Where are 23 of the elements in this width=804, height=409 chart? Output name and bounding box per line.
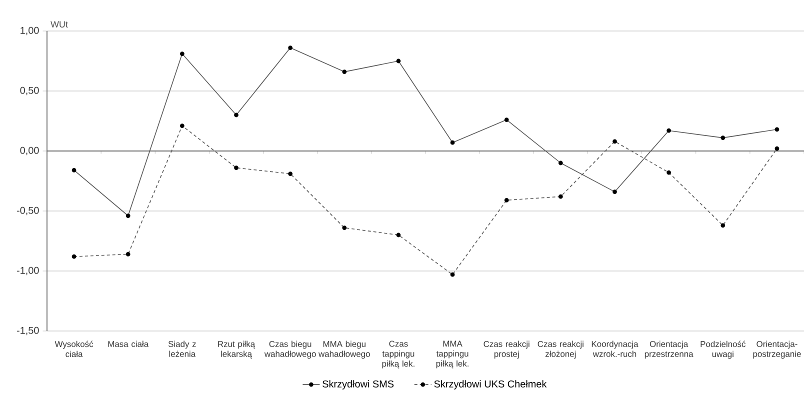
legend-label: Skrzydłowi UKS Chełmek [434,380,547,390]
x-tick-label: Masa ciała [108,340,149,347]
y-tick-label: 0,00 [20,146,39,156]
y-tick-label: 1,00 [20,26,39,36]
x-tick-label: Orientacja przestrzenna [644,340,694,359]
x-tick-label: Czas biegu wahadłowego [264,340,316,359]
y-tick-label: 0,50 [20,86,39,96]
x-tick-label: Czas reakcji złożonej [538,340,584,359]
x-tick-label: Rzut piłką lekarską [218,340,256,359]
y-tick-label: -1,50 [16,326,39,336]
x-tick-label: MMA tappingu piłką lek. [436,340,468,368]
x-tick-label: MMA biegu wahadłowego [318,340,370,359]
x-tick-label: Siady z leżenia [168,340,196,357]
x-tick-label: Czas reakcji prostej [484,340,530,359]
x-tick-label: Czas tappingu piłką lek. [382,340,414,368]
y-axis-title: WUt [50,21,68,28]
x-tick-label: Koordynacja wzrok.-ruch [592,340,638,357]
y-tick-label: -1,00 [16,266,39,276]
x-tick-label: Wysokość ciała [54,340,94,358]
y-tick-label: -0,50 [16,206,39,216]
legend-label: Skrzydłowi SMS [322,380,394,390]
x-tick-label: Orientacja-postrzeganie [753,340,801,359]
x-tick-label: Podzielność uwagi [700,340,746,359]
